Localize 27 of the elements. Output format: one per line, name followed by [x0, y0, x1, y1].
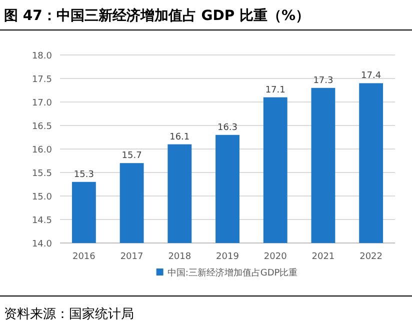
- data-label: 17.3: [313, 76, 334, 86]
- y-tick-label: 16.0: [32, 146, 52, 156]
- y-tick-label: 16.5: [32, 122, 52, 132]
- data-label: 17.1: [265, 85, 286, 96]
- x-tick-label: 2017: [120, 252, 144, 262]
- y-tick-label: 15.0: [32, 192, 52, 202]
- x-tick-label: 2020: [264, 252, 288, 262]
- y-tick-label: 14.5: [32, 216, 52, 226]
- x-tick-label: 2019: [216, 252, 240, 262]
- x-tick-label: 2021: [312, 252, 335, 262]
- x-tick-label: 2022: [360, 252, 383, 262]
- title: 图 47：中国三新经济增加值占 GDP 比重（%）: [4, 8, 310, 24]
- y-tick-label: 17.0: [32, 98, 52, 108]
- legend: 中国:三新经济增加值占GDP比重: [156, 268, 298, 278]
- y-tick-label: 15.5: [32, 169, 52, 179]
- data-label: 16.3: [217, 122, 238, 133]
- data-label: 15.3: [74, 170, 94, 180]
- y-tick-label: 18.0: [32, 52, 52, 62]
- annotation: 资料来源：国家统计局: [4, 307, 134, 322]
- data-label: 16.1: [170, 132, 190, 142]
- x-tick-label: 2016: [72, 252, 96, 262]
- legend-label: 中国:三新经济增加值占GDP比重: [167, 268, 298, 278]
- data-label: 15.7: [122, 151, 142, 162]
- data-label: 17.4: [361, 71, 382, 82]
- y-tick-label: 17.5: [32, 75, 52, 85]
- x-tick-label: 2018: [168, 252, 192, 262]
- y-tick-label: 14.0: [32, 240, 52, 250]
